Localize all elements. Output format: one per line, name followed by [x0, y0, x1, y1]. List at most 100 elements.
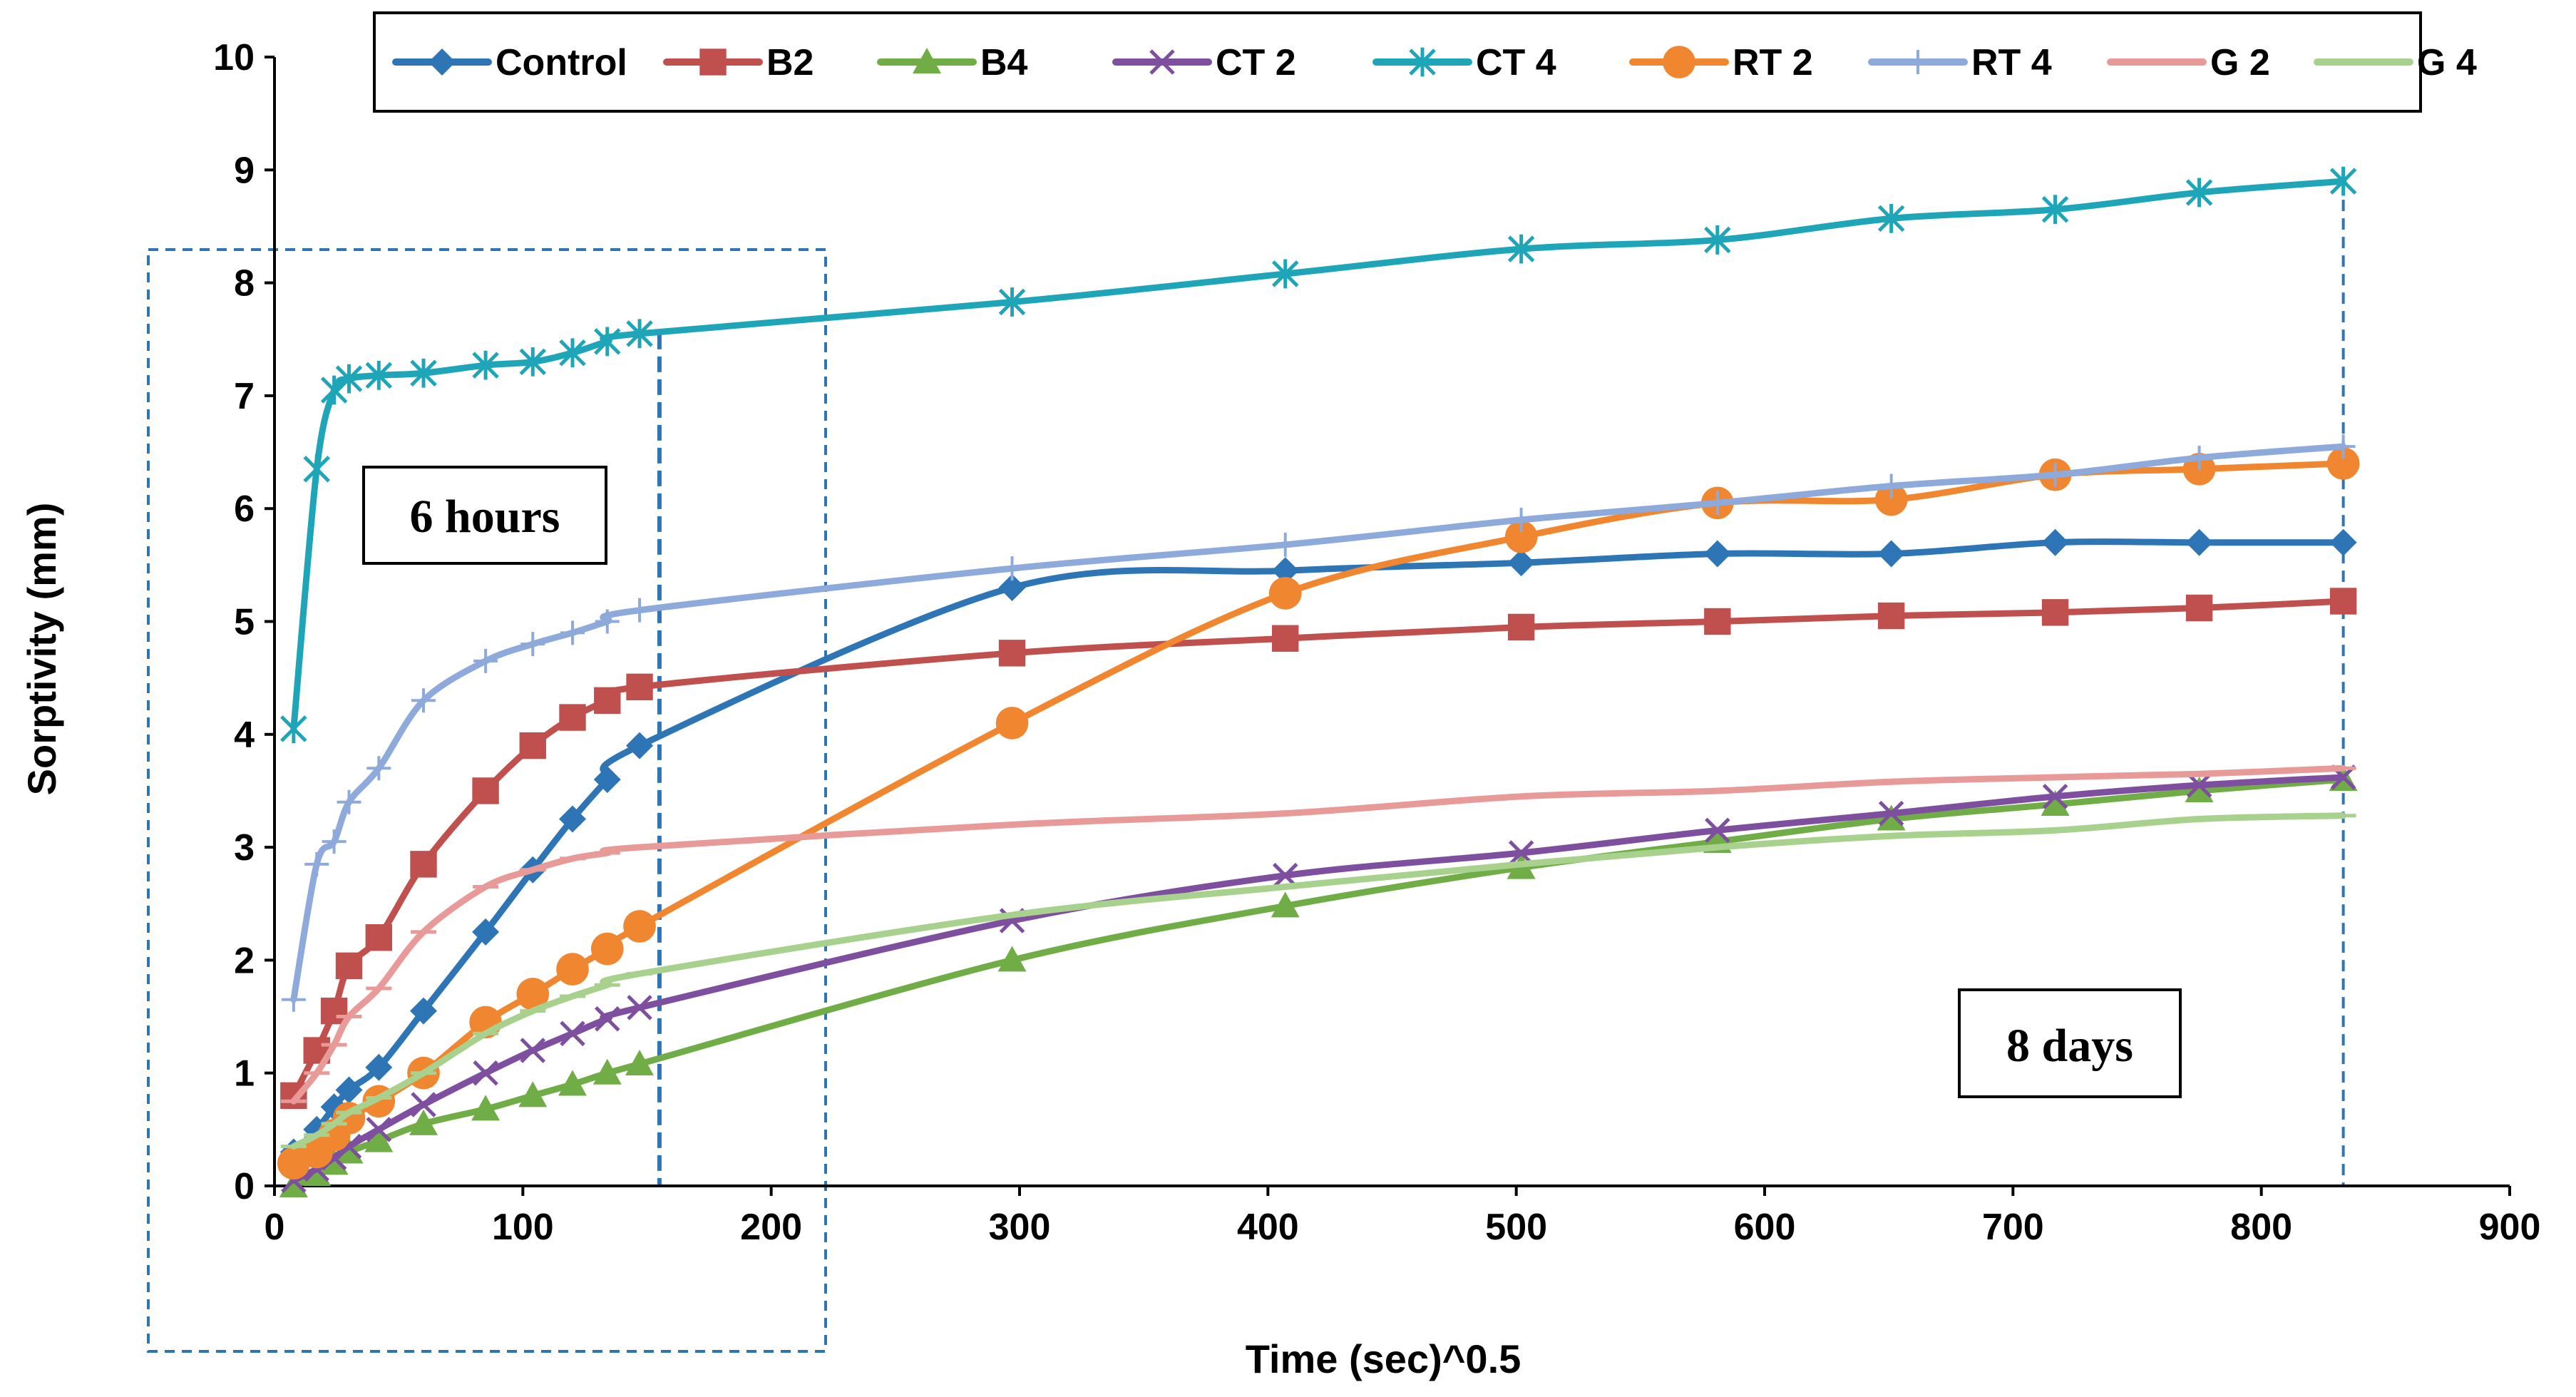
data-point	[472, 350, 499, 380]
data-point	[335, 1076, 363, 1104]
data-point	[410, 358, 437, 388]
y-tick-label: 2	[234, 940, 255, 981]
data-point	[2329, 166, 2357, 196]
legend-label: CT 2	[1216, 42, 1296, 83]
data-point	[2329, 528, 2357, 556]
series-line	[290, 538, 2347, 1156]
x-tick-label: 500	[1485, 1207, 1547, 1248]
data-point	[1507, 549, 1535, 577]
data-point	[364, 1126, 394, 1152]
series-b2	[280, 588, 2357, 1110]
data-point	[995, 707, 1029, 740]
data-point	[594, 1005, 620, 1032]
data-point	[1507, 613, 1535, 641]
data-point	[365, 361, 393, 390]
data-point	[593, 766, 621, 794]
data-point	[1879, 474, 1904, 498]
y-tick-label: 7	[234, 376, 255, 417]
x-tick-label: 0	[265, 1207, 285, 1248]
legend-swatch-marker	[1663, 46, 1695, 78]
data-point	[337, 789, 361, 814]
data-point	[997, 946, 1027, 972]
data-point	[518, 1081, 548, 1107]
data-point	[279, 1172, 308, 1197]
legend-entry-b4: B4	[877, 42, 1028, 83]
legend-swatch-marker	[1409, 47, 1436, 77]
x-tick-label: 200	[740, 1207, 802, 1248]
data-point	[1705, 491, 1730, 516]
data-point	[590, 932, 624, 966]
data-point	[556, 953, 589, 986]
data-point	[2041, 599, 2069, 626]
data-point	[411, 688, 436, 713]
y-tick-label: 5	[234, 602, 255, 643]
legend: Control B2 B4 CT 2 CT 4 RT 2 RT 4 G 2 G 4	[392, 42, 2477, 83]
eight-days-annotation: 8 days	[1958, 988, 2182, 1098]
series-line	[290, 776, 2347, 1189]
series-line	[290, 443, 2347, 1003]
data-point	[1271, 557, 1299, 585]
data-point	[1874, 483, 1908, 516]
six-hours-label-box	[362, 466, 607, 565]
legend-label: B4	[980, 42, 1028, 83]
data-point	[334, 1137, 364, 1164]
legend-label: B2	[766, 42, 814, 83]
data-point	[627, 598, 652, 623]
x-tick-label: 900	[2479, 1207, 2541, 1248]
data-point	[320, 375, 348, 405]
series-line	[290, 598, 2347, 1099]
series-line	[290, 764, 2347, 1105]
data-point	[2043, 462, 2068, 487]
legend-entry-control: Control	[392, 42, 627, 83]
data-point	[2041, 789, 2070, 816]
x-tick-label: 100	[492, 1207, 554, 1248]
data-point	[335, 364, 363, 394]
data-point	[559, 338, 586, 368]
data-point	[303, 454, 330, 484]
legend-entry-rt-2: RT 2	[1629, 42, 1813, 83]
series-line	[290, 774, 2347, 1184]
data-point	[1272, 625, 1299, 652]
data-point	[998, 574, 1026, 602]
data-point	[410, 851, 437, 878]
data-point	[519, 347, 547, 377]
data-point	[302, 1160, 332, 1187]
data-point	[473, 1060, 498, 1086]
legend-label: G 2	[2210, 42, 2270, 83]
data-point	[594, 687, 621, 715]
data-point	[559, 805, 586, 833]
x-tick-label: 800	[2230, 1207, 2292, 1248]
series-ct-4	[280, 166, 2357, 744]
data-point	[304, 851, 329, 876]
data-point	[1877, 203, 1905, 233]
six-hours-label: 6 hours	[410, 491, 560, 543]
data-point	[626, 673, 653, 701]
data-point	[366, 1117, 392, 1142]
data-point	[2185, 594, 2213, 622]
legend-entry-ct-2: CT 2	[1112, 42, 1296, 83]
data-point	[1705, 817, 1730, 844]
data-point	[1268, 577, 1302, 610]
data-point	[1878, 800, 1904, 827]
x-tick-label: 600	[1734, 1207, 1796, 1248]
y-tick-label: 8	[234, 263, 255, 305]
data-point	[595, 609, 620, 634]
x-axis-title: Time (sec)^0.5	[1246, 1336, 1522, 1381]
data-point	[2041, 528, 2069, 556]
data-point	[2187, 445, 2212, 470]
data-point	[322, 829, 347, 854]
legend-entry-g-2: G 2	[2107, 42, 2270, 83]
data-point	[1000, 556, 1025, 581]
legend-label: Control	[496, 42, 627, 83]
y-tick-label: 6	[234, 488, 255, 530]
data-point	[560, 1020, 585, 1047]
legend-label: RT 2	[1733, 42, 1813, 83]
data-point	[2185, 528, 2213, 556]
legend-swatch-marker	[699, 48, 727, 76]
data-point	[623, 910, 656, 943]
y-axis-title: Sorptivity (mm)	[19, 503, 64, 796]
series-rt-4	[281, 434, 2356, 1012]
eight-days-label: 8 days	[2006, 1020, 2133, 1072]
